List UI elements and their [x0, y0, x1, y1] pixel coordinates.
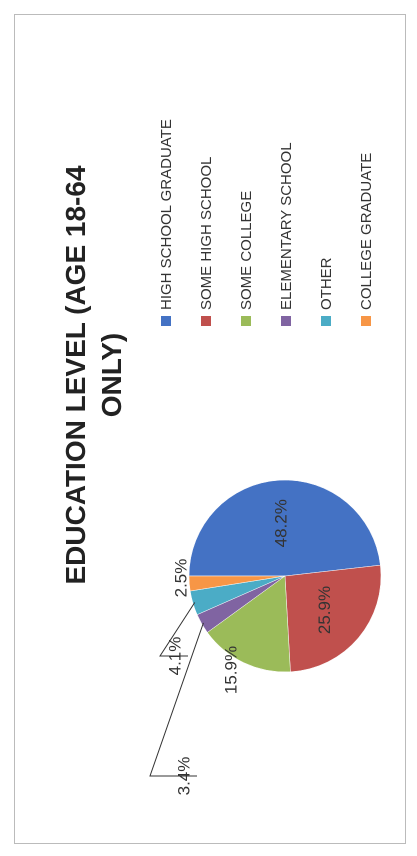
- leader-line: [149, 622, 204, 777]
- data-label: 15.9%: [221, 646, 240, 694]
- legend-swatch: [201, 316, 211, 326]
- legend-entry: HIGH SCHOOL GRADUATE: [146, 26, 186, 326]
- pie-slice: [206, 575, 291, 673]
- legend-label: COLLEGE GRADUATE: [357, 152, 375, 310]
- legend-swatch: [321, 316, 331, 326]
- legend-swatch: [281, 316, 291, 326]
- data-label: 25.9%: [315, 586, 334, 634]
- legend-label: SOME HIGH SCHOOL: [197, 156, 215, 310]
- legend-label: ELEMENTARY SCHOOL: [277, 142, 295, 310]
- legend-label: SOME COLLEGE: [237, 190, 255, 310]
- legend-entry: SOME HIGH SCHOOL: [186, 26, 226, 326]
- data-label: 3.4%: [174, 757, 193, 796]
- legend-label: HIGH SCHOOL GRADUATE: [157, 119, 175, 310]
- legend-entry: ELEMENTARY SCHOOL: [266, 26, 306, 326]
- legend-entry: COLLEGE GRADUATE: [346, 26, 386, 326]
- legend-swatch: [161, 316, 171, 326]
- legend-label: OTHER: [317, 257, 335, 311]
- legend: HIGH SCHOOL GRADUATE SOME HIGH SCHOOL SOME…: [146, 26, 386, 326]
- legend-swatch: [361, 316, 371, 326]
- legend-swatch: [241, 316, 251, 326]
- pie-slice: [188, 575, 286, 592]
- legend-entry: SOME COLLEGE: [226, 26, 266, 326]
- legend-entry: OTHER: [306, 26, 346, 326]
- data-label: 2.5%: [171, 559, 190, 598]
- pie-slice: [284, 564, 382, 673]
- pie-slice: [188, 479, 381, 577]
- data-label: 4.1%: [165, 637, 184, 676]
- leader-line: [159, 602, 196, 657]
- data-label: 48.2%: [272, 499, 291, 547]
